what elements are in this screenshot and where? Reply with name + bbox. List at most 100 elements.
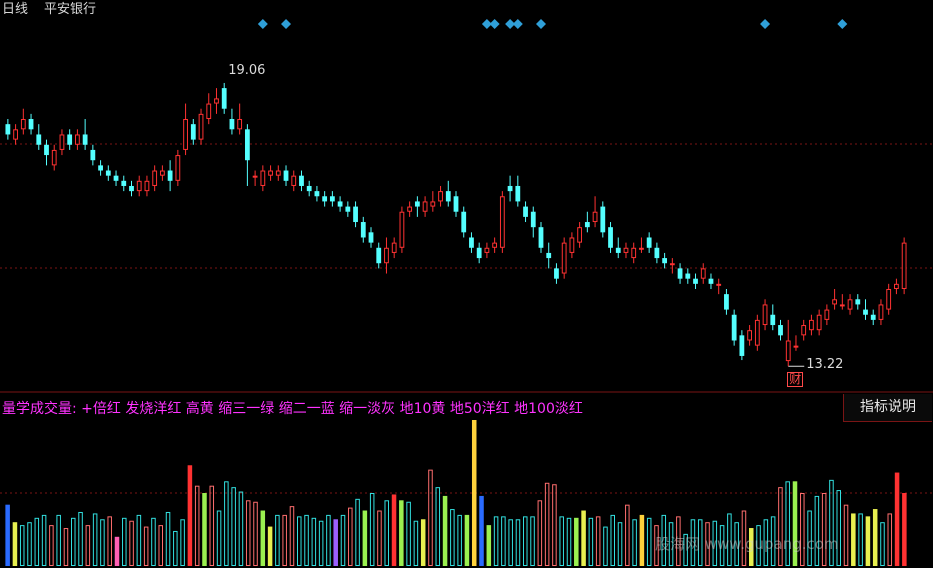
candle-body xyxy=(785,340,791,362)
candle-body xyxy=(453,196,459,212)
volume-bar xyxy=(778,487,783,566)
volume-bar xyxy=(574,517,579,566)
volume-bar xyxy=(224,481,229,567)
candle xyxy=(75,129,80,150)
volume-bar xyxy=(661,514,667,567)
candle xyxy=(175,149,181,186)
candle xyxy=(608,222,613,253)
candle xyxy=(221,82,227,114)
candle xyxy=(376,242,382,269)
volume-bar xyxy=(814,495,820,567)
volume-bar xyxy=(471,420,477,566)
candle-body xyxy=(67,134,73,145)
volume-bar xyxy=(333,519,338,566)
candle xyxy=(113,170,119,186)
volume-bar xyxy=(581,510,586,566)
volume-bar xyxy=(413,520,419,566)
volume-bar xyxy=(165,511,171,566)
volume-bar xyxy=(187,465,193,566)
candle-body xyxy=(554,268,559,279)
candle-body xyxy=(476,247,482,259)
candle-body xyxy=(144,180,150,192)
volume-bar xyxy=(610,514,616,567)
volume-bar xyxy=(792,481,798,566)
candle xyxy=(237,103,243,135)
candle-body xyxy=(422,201,428,212)
volume-bar xyxy=(639,514,645,566)
candle xyxy=(438,185,443,207)
volume-bar xyxy=(158,525,164,566)
candle-body xyxy=(693,278,698,284)
volume-bar xyxy=(12,522,18,566)
candle xyxy=(121,175,127,192)
signal-marker xyxy=(489,19,500,29)
candle xyxy=(198,108,204,145)
volume-bar xyxy=(515,519,521,567)
volume-bar xyxy=(238,491,244,567)
volume-bar xyxy=(712,520,718,566)
candle-body xyxy=(646,237,652,248)
volume-bar xyxy=(829,479,834,566)
volume-bar xyxy=(143,526,149,567)
candle-body xyxy=(75,134,80,145)
volume-bar xyxy=(486,525,492,566)
candle xyxy=(793,335,799,351)
volume-bar xyxy=(63,528,69,566)
volume-bar xyxy=(625,504,630,566)
volume-bar xyxy=(632,519,637,567)
volume-bar xyxy=(872,509,878,566)
volume-bar xyxy=(282,514,287,567)
volume-bar xyxy=(78,511,83,566)
candle xyxy=(724,288,729,315)
candle-body xyxy=(662,258,668,264)
candle-body xyxy=(291,175,297,186)
candle-body xyxy=(700,268,706,279)
volume-bar xyxy=(756,525,761,566)
candle-body xyxy=(685,273,691,279)
candle-body xyxy=(654,247,660,259)
candle xyxy=(159,165,165,181)
volume-bar xyxy=(595,516,601,566)
candle-body xyxy=(129,185,134,192)
candle xyxy=(801,319,807,341)
volume-bar xyxy=(442,495,448,566)
candle xyxy=(554,263,559,284)
volume-bar xyxy=(522,516,528,566)
candle xyxy=(600,201,606,238)
volume-bar xyxy=(559,516,564,566)
period-label[interactable]: 日线 xyxy=(2,2,29,17)
candle xyxy=(631,242,637,264)
finance-report-badge[interactable]: 财 xyxy=(787,372,804,388)
volume-bar xyxy=(668,522,674,567)
volume-bar xyxy=(508,519,513,567)
candle xyxy=(816,309,822,336)
volume-bar xyxy=(348,507,353,567)
candle xyxy=(322,191,328,207)
volume-bar xyxy=(129,520,134,566)
candle xyxy=(152,165,158,192)
candle-body xyxy=(507,185,513,192)
volume-bar xyxy=(5,504,10,566)
candle xyxy=(492,237,498,253)
volume-bar xyxy=(785,481,790,567)
candle xyxy=(785,319,791,367)
candle xyxy=(414,196,420,217)
volume-bar xyxy=(209,485,215,567)
candle xyxy=(499,191,505,253)
candle-body xyxy=(59,134,65,150)
candle-body xyxy=(793,345,799,348)
candle xyxy=(523,201,528,223)
signal-marker xyxy=(257,19,268,29)
candle xyxy=(28,113,34,135)
candle xyxy=(283,165,289,186)
volume-bar xyxy=(114,536,120,566)
volume-bar xyxy=(770,516,776,566)
candle-body xyxy=(214,98,219,104)
volume-bar xyxy=(493,516,499,566)
stock-name: 平安银行 xyxy=(44,2,97,17)
candle xyxy=(206,93,212,125)
indicator-explain-button[interactable]: 指标说明 xyxy=(843,394,932,422)
volume-bar xyxy=(289,506,295,567)
volume-bar xyxy=(136,514,142,567)
candle-body xyxy=(198,113,204,140)
